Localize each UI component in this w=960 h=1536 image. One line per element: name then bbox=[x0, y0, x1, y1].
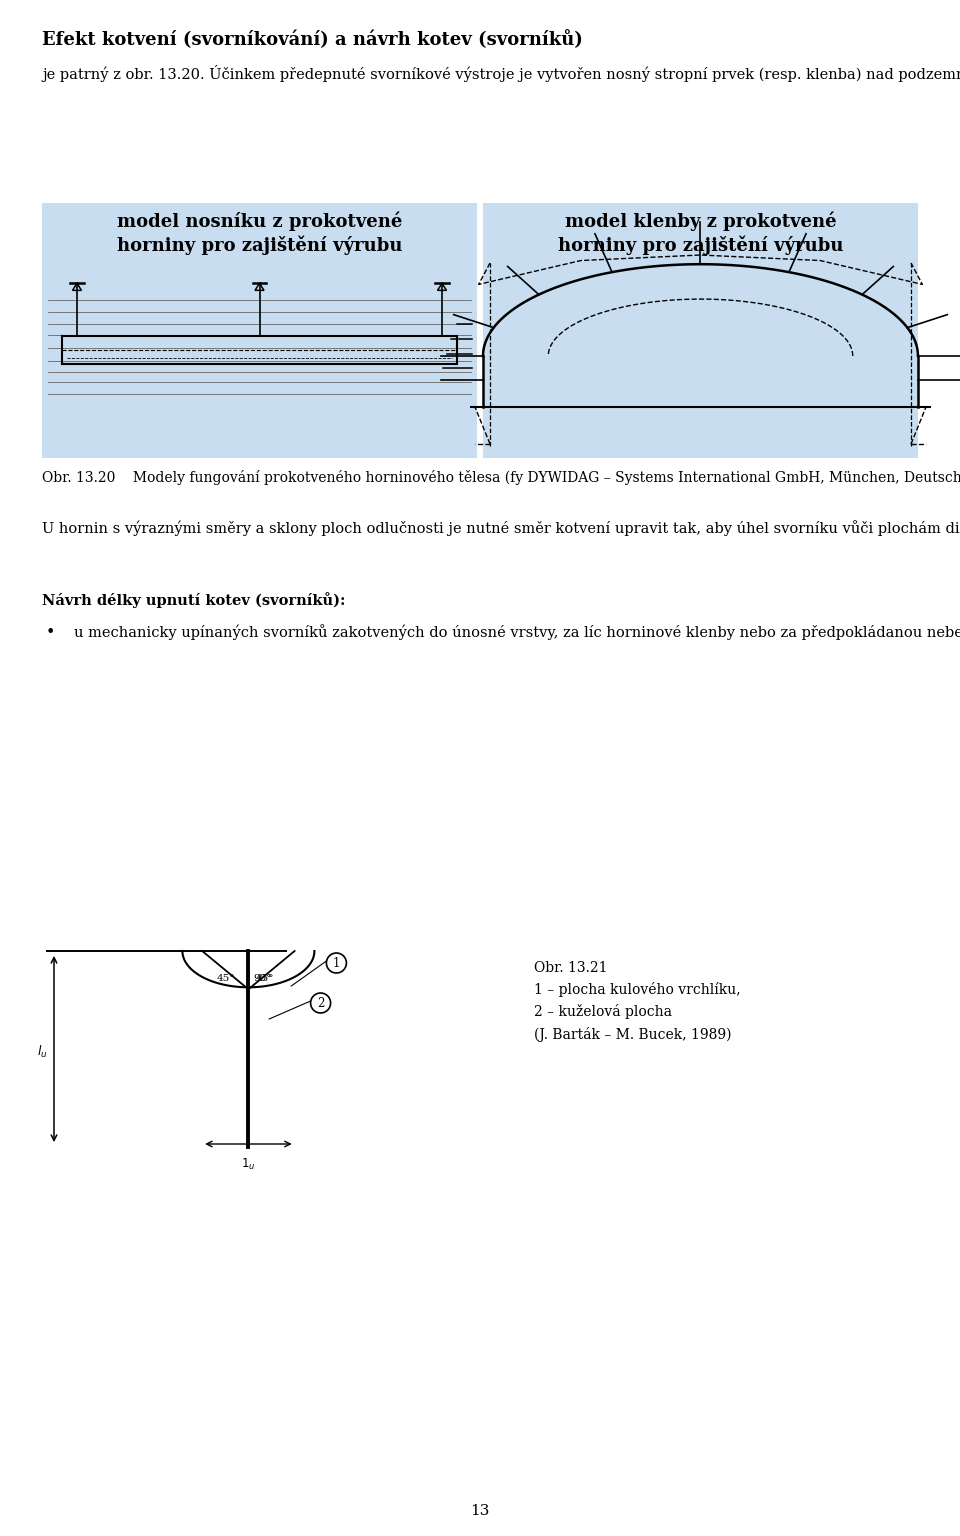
Text: 45°: 45° bbox=[216, 974, 235, 983]
Text: $1_u$: $1_u$ bbox=[241, 1157, 255, 1172]
Text: je patrný z obr. 13.20. Účinkem předepnuté svorníkové výstroje je vytvořen nosný: je patrný z obr. 13.20. Účinkem předepnu… bbox=[42, 65, 960, 81]
Text: U hornin s výraznými směry a sklony ploch odlučnosti je nutné směr kotvení uprav: U hornin s výraznými směry a sklony ploc… bbox=[42, 521, 960, 536]
Text: 2: 2 bbox=[317, 997, 324, 1009]
Text: u mechanicky upínaných svorníků zakotvených do únosné vrstvy, za líc horninové k: u mechanicky upínaných svorníků zakotven… bbox=[74, 624, 960, 641]
Text: Efekt kotvení (svorníkování) a návrh kotev (svorníků): Efekt kotvení (svorníkování) a návrh kot… bbox=[42, 31, 583, 49]
Text: Obr. 13.20    Modely fungování prokotveného horninového tělesa (fy DYWIDAG – Sys: Obr. 13.20 Modely fungování prokotveného… bbox=[42, 470, 960, 485]
Text: Návrh délky upnutí kotev (svorníků):: Návrh délky upnutí kotev (svorníků): bbox=[42, 591, 346, 608]
Text: model klenby z prokotvené
horniny pro zajištění výrubu: model klenby z prokotvené horniny pro za… bbox=[558, 210, 843, 255]
Text: 90°: 90° bbox=[253, 974, 272, 983]
Bar bbox=[42, 203, 477, 458]
Text: 13: 13 bbox=[470, 1504, 490, 1518]
Text: 45°: 45° bbox=[255, 974, 274, 983]
Text: $l_u$: $l_u$ bbox=[37, 1044, 48, 1060]
Text: 1: 1 bbox=[333, 957, 340, 969]
Bar bbox=[483, 203, 918, 458]
Text: Obr. 13.21
1 – plocha kulového vrchlíku,
2 – kuželová plocha
(J. Barták – M. Buc: Obr. 13.21 1 – plocha kulového vrchlíku,… bbox=[534, 962, 740, 1041]
Text: model nosníku z prokotvené
horniny pro zajištění výrubu: model nosníku z prokotvené horniny pro z… bbox=[117, 210, 402, 255]
Text: •: • bbox=[46, 624, 56, 641]
